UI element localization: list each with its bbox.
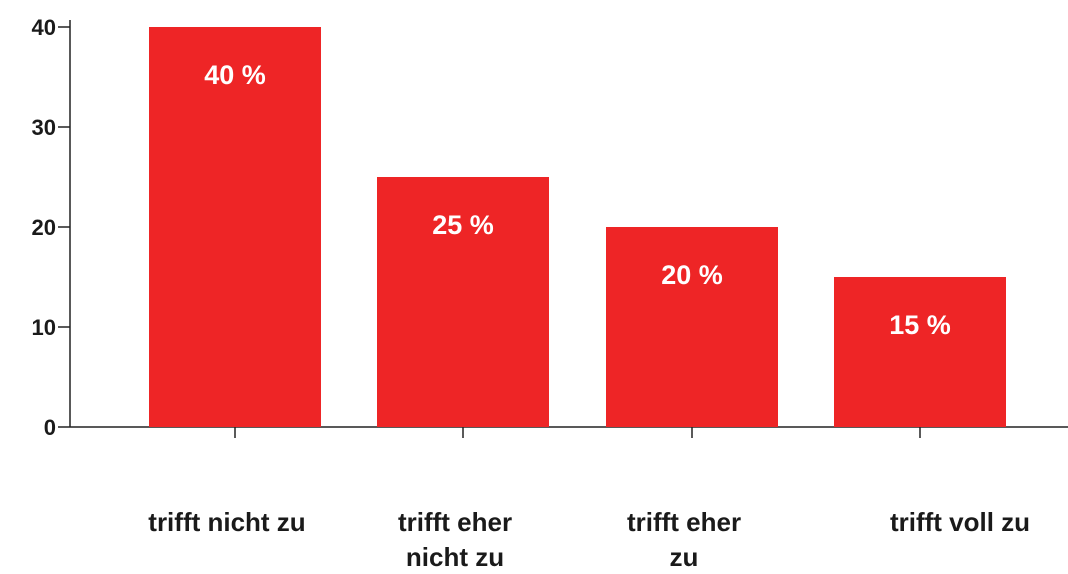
x-tick-label: trifft voll zu (890, 507, 1030, 537)
value-label: 40 % (204, 60, 266, 90)
y-tick-label: 40 (32, 15, 56, 40)
bar (149, 27, 321, 427)
bar (834, 277, 1006, 427)
y-tick-label: 30 (32, 115, 56, 140)
value-label: 20 % (661, 260, 723, 290)
x-tick-label: trifft nicht zu (148, 507, 305, 537)
y-tick-label: 20 (32, 215, 56, 240)
x-tick-label: trifft eher zu (627, 507, 741, 572)
value-label: 25 % (432, 210, 494, 240)
y-tick-label: 10 (32, 315, 56, 340)
bar (377, 177, 549, 427)
bar (606, 227, 778, 427)
x-tick-label: trifft eher nicht zu (398, 507, 512, 572)
y-tick-label: 0 (44, 415, 56, 440)
value-label: 15 % (889, 310, 951, 340)
